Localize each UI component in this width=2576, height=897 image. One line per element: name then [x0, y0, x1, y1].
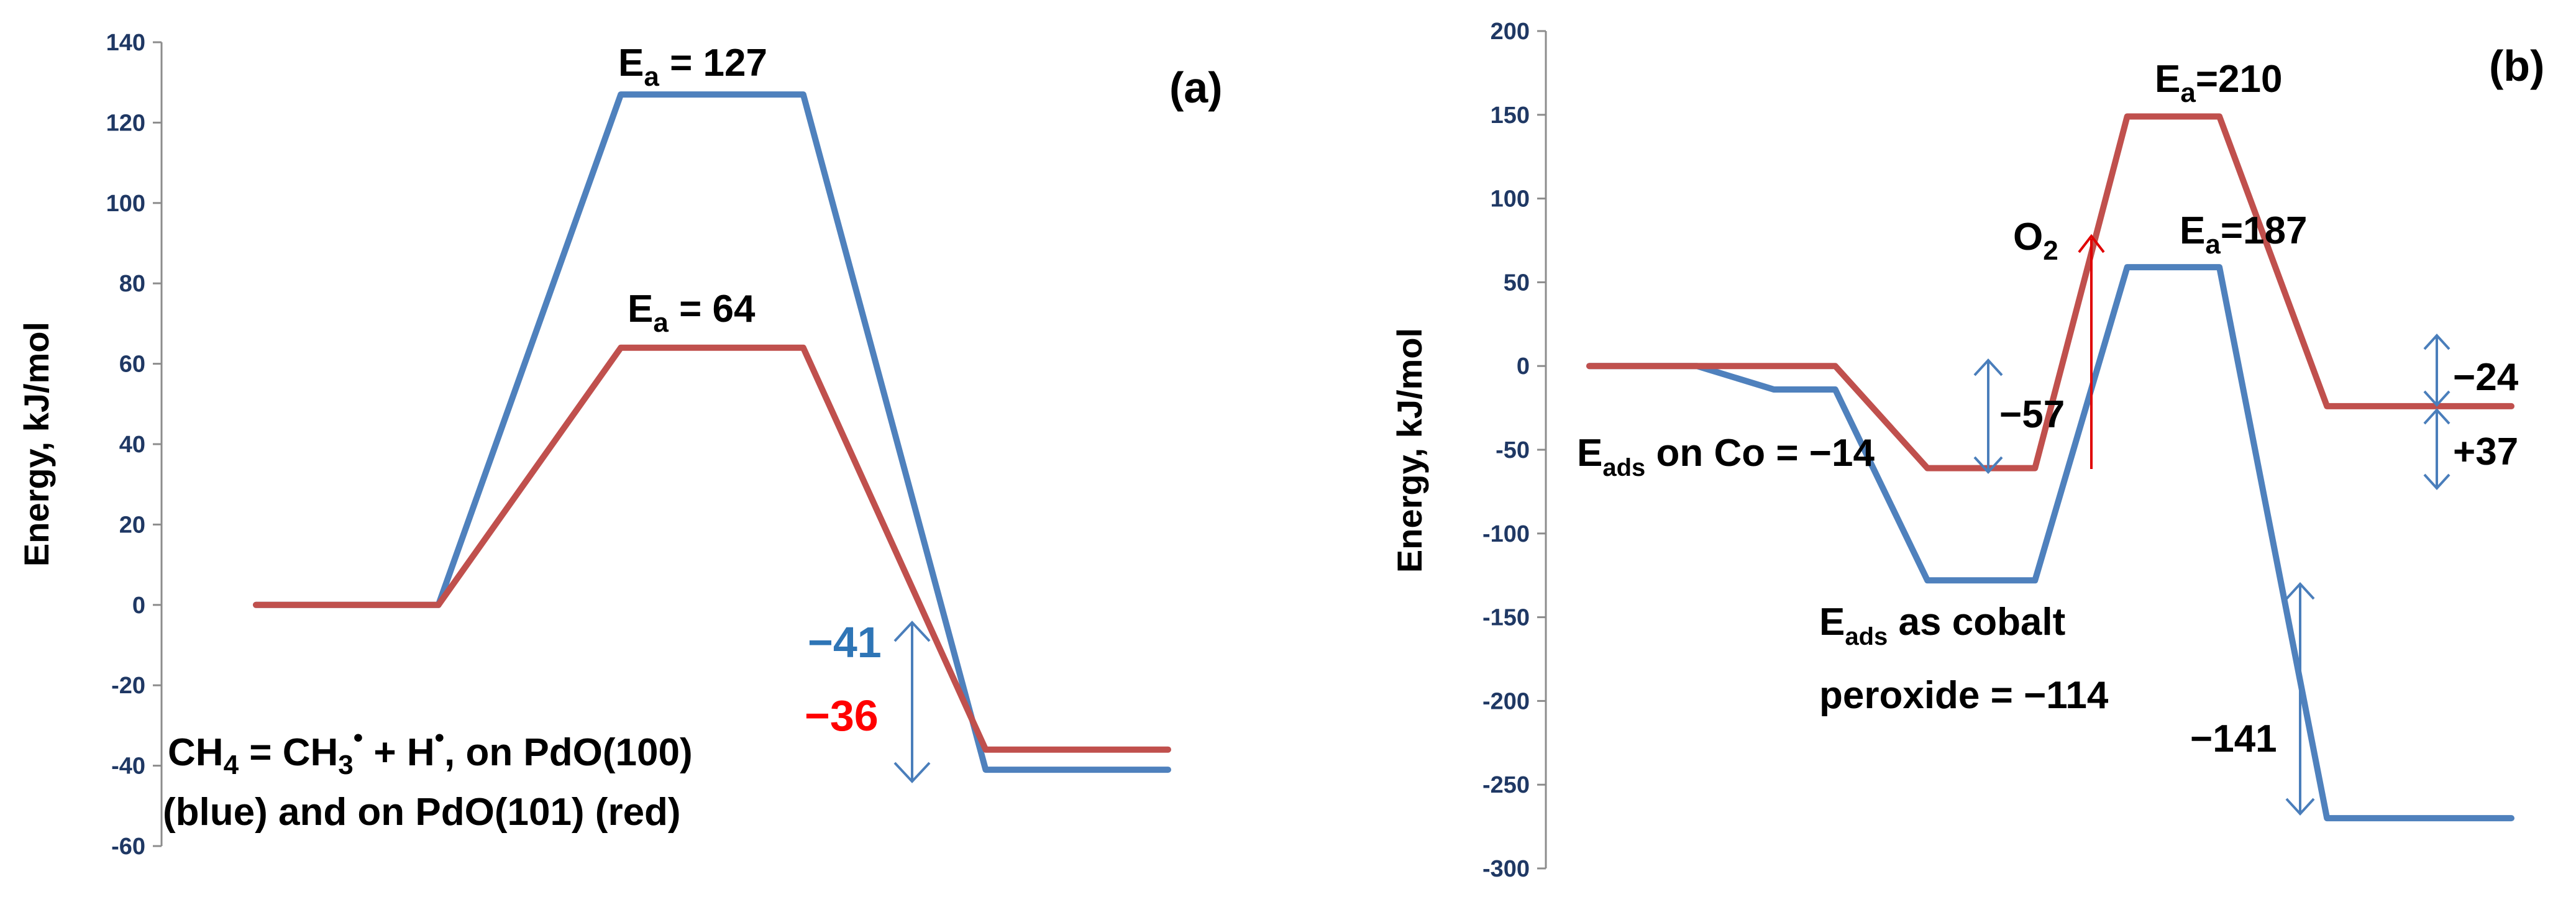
panel-a-caption-line2: (blue) and on PdO(101) (red) — [163, 791, 681, 834]
panel-a-series-line-red — [253, 344, 1171, 753]
panel-b-value-24: −24 — [2453, 356, 2519, 399]
panel-a-delta-red: −36 — [805, 691, 879, 740]
panel-b-eads-peroxide-line1: Eads as cobalt — [1819, 601, 2065, 650]
panel-b-value-57: −57 — [1999, 393, 2065, 436]
panel-b-adsorption-arrow-57 — [1973, 358, 2003, 474]
panel-b-y-tick-label: -300 — [1482, 856, 1530, 882]
panel-b-y-axis-label: Energy, kJ/mol — [1390, 328, 1429, 573]
panel-b-arrow-37 — [2423, 408, 2450, 490]
panel-a-y-tick-label: 40 — [119, 432, 145, 458]
panel-a-caption-line1: CH4 = CH3• + H•, on PdO(100) — [168, 722, 693, 780]
panel-b-value-37: +37 — [2453, 430, 2518, 473]
panel-b-ea-red: Ea=210 — [2155, 58, 2283, 108]
panel-b-y-tick-label: -100 — [1482, 521, 1530, 547]
panel-a-ea-blue: Ea = 127 — [618, 42, 767, 92]
panel-b-arrow-141 — [2285, 582, 2315, 816]
panel-a-y-tick-label: 100 — [106, 191, 145, 217]
panel-b-value-141: −141 — [2190, 717, 2277, 760]
panel-a-delta-blue: −41 — [808, 618, 882, 667]
panel-a-ea-red: Ea = 64 — [628, 288, 756, 338]
panel-a-y-axis-label: Energy, kJ/mol — [17, 322, 56, 567]
panel-a-y-tick-label: 140 — [106, 30, 145, 56]
panel-b-y-tick-label: 200 — [1491, 19, 1530, 45]
panel-a-y-tick-label: -20 — [111, 673, 145, 699]
panel-b-o2-label: O2 — [2013, 216, 2058, 266]
panel-b-y-tick-label: -250 — [1482, 772, 1530, 798]
panel-a-chart: -60 -40 -20 0 20 40 60 80 100 120 140 Energy, kJ/m… — [17, 30, 1223, 860]
panel-b-y-tick-label: -200 — [1482, 688, 1530, 714]
panel-b-eads-peroxide-line2: peroxide = −114 — [1819, 674, 2109, 717]
panel-a-y-tick-label: -60 — [111, 834, 145, 860]
panel-b-eads-co: Eads on Co = −14 — [1577, 432, 1875, 481]
panel-a-y-tick-label: 0 — [132, 593, 145, 619]
panel-a-y-tick-label: 20 — [119, 512, 145, 538]
panel-b-ea-blue: Ea=187 — [2180, 209, 2308, 260]
panel-b-o2-arrow — [2078, 234, 2105, 469]
panel-b-series-line-red — [1586, 113, 2514, 471]
panel-a-y-tick-label: -40 — [111, 754, 145, 780]
panel-a-y-tick-label: 60 — [119, 352, 145, 378]
panel-b-y-tick-label: -150 — [1482, 605, 1530, 631]
panel-a-reaction-energy-arrow — [893, 621, 931, 783]
panel-b-y-tick-label: -50 — [1496, 437, 1530, 463]
panel-b-arrow-24 — [2423, 334, 2450, 407]
panel-b-label: (b) — [2489, 42, 2544, 90]
panel-b-series-line-blue — [1586, 264, 2514, 822]
panel-b-y-tick-label: 50 — [1504, 270, 1530, 296]
panel-b-y-tick-label: 150 — [1491, 102, 1530, 129]
panel-a-label: (a) — [1169, 63, 1223, 112]
panel-b-chart: -300 -250 -200 -150 -100 -50 0 50 100 150 200 Ener… — [1390, 19, 2544, 882]
panel-a-series-line-blue — [253, 91, 1171, 773]
panel-a-y-tick-label: 120 — [106, 110, 145, 136]
panel-b-y-tick-label: 0 — [1517, 353, 1530, 380]
panel-b-y-tick-label: 100 — [1491, 186, 1530, 212]
panel-a-y-tick-label: 80 — [119, 271, 145, 297]
